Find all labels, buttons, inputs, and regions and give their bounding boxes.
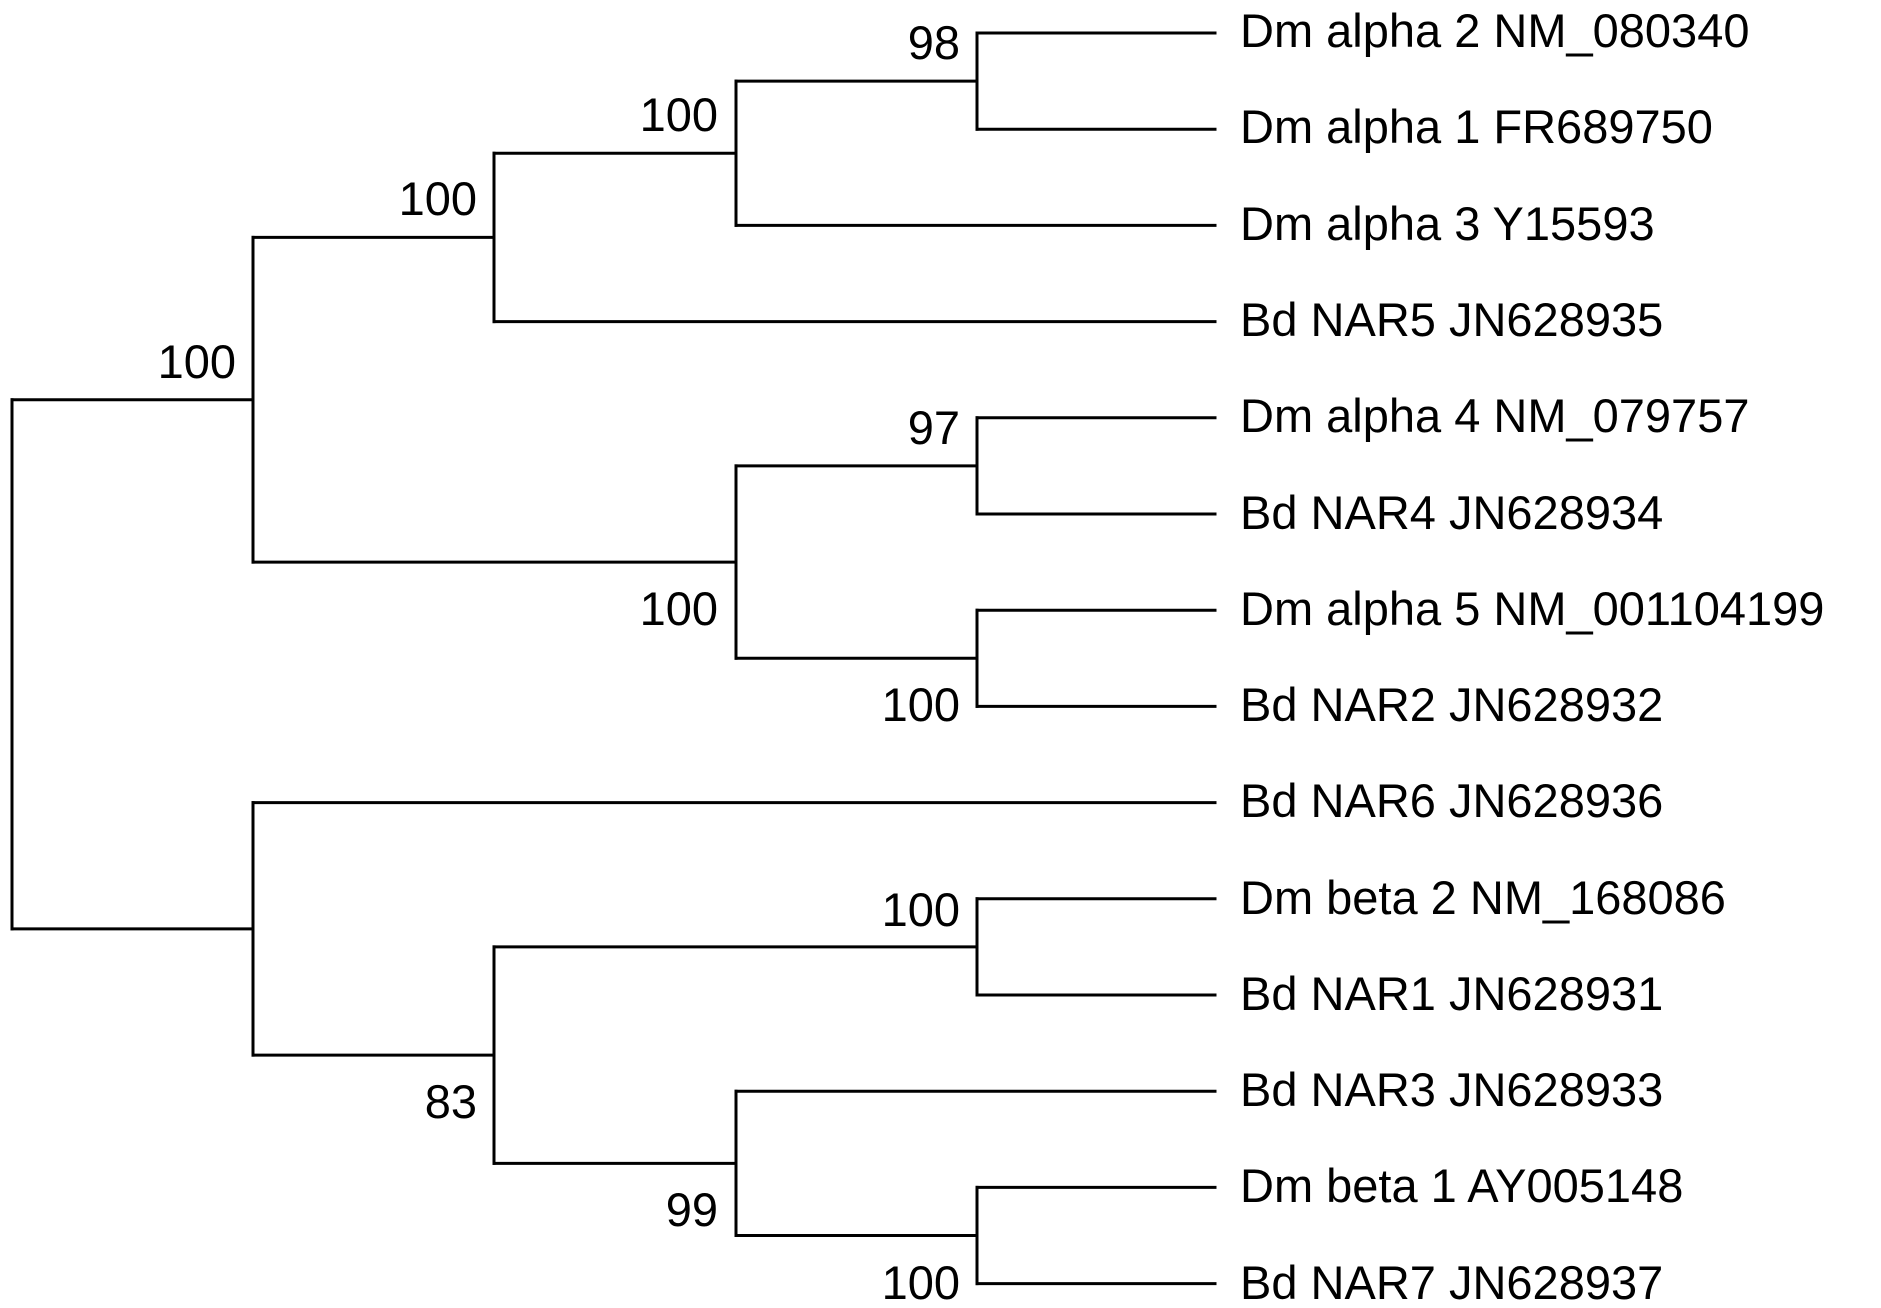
leaf-label-bd-nar7: Bd NAR7 JN628937	[1240, 1256, 1663, 1308]
support-value-n2: 100	[640, 88, 718, 141]
leaf-label-dm-alpha-1: Dm alpha 1 FR689750	[1240, 100, 1713, 153]
support-value-n10: 99	[666, 1183, 718, 1236]
tree-branches	[10, 31, 1217, 1286]
leaf-label-bd-nar4: Bd NAR4 JN628934	[1240, 486, 1663, 539]
support-value-n1: 98	[908, 16, 960, 69]
leaf-label-dm-beta-1: Dm beta 1 AY005148	[1240, 1159, 1683, 1212]
leaf-label-dm-alpha-4: Dm alpha 4 NM_079757	[1240, 389, 1749, 442]
leaf-label-dm-alpha-3: Dm alpha 3 Y15593	[1240, 197, 1655, 250]
support-value-n11: 83	[425, 1075, 477, 1128]
support-value-n5: 100	[882, 678, 960, 731]
support-value-n4: 97	[908, 401, 960, 454]
leaf-label-dm-beta-2: Dm beta 2 NM_168086	[1240, 871, 1726, 924]
support-value-n9: 100	[882, 1256, 960, 1308]
support-value-n3: 100	[399, 172, 477, 225]
leaf-label-bd-nar2: Bd NAR2 JN628932	[1240, 678, 1663, 731]
support-value-n6: 100	[640, 582, 718, 635]
leaf-label-bd-nar5: Bd NAR5 JN628935	[1240, 293, 1663, 346]
tree-labels: Dm alpha 2 NM_080340 Dm alpha 1 FR689750…	[158, 4, 1825, 1308]
leaf-label-bd-nar3: Bd NAR3 JN628933	[1240, 1063, 1663, 1116]
support-value-n8: 100	[882, 883, 960, 936]
leaf-label-dm-alpha-2: Dm alpha 2 NM_080340	[1240, 4, 1749, 57]
leaf-label-bd-nar6: Bd NAR6 JN628936	[1240, 774, 1663, 827]
leaf-label-dm-alpha-5: Dm alpha 5 NM_001104199	[1240, 582, 1824, 635]
support-value-n7: 100	[158, 335, 236, 388]
leaf-label-bd-nar1: Bd NAR1 JN628931	[1240, 967, 1663, 1020]
